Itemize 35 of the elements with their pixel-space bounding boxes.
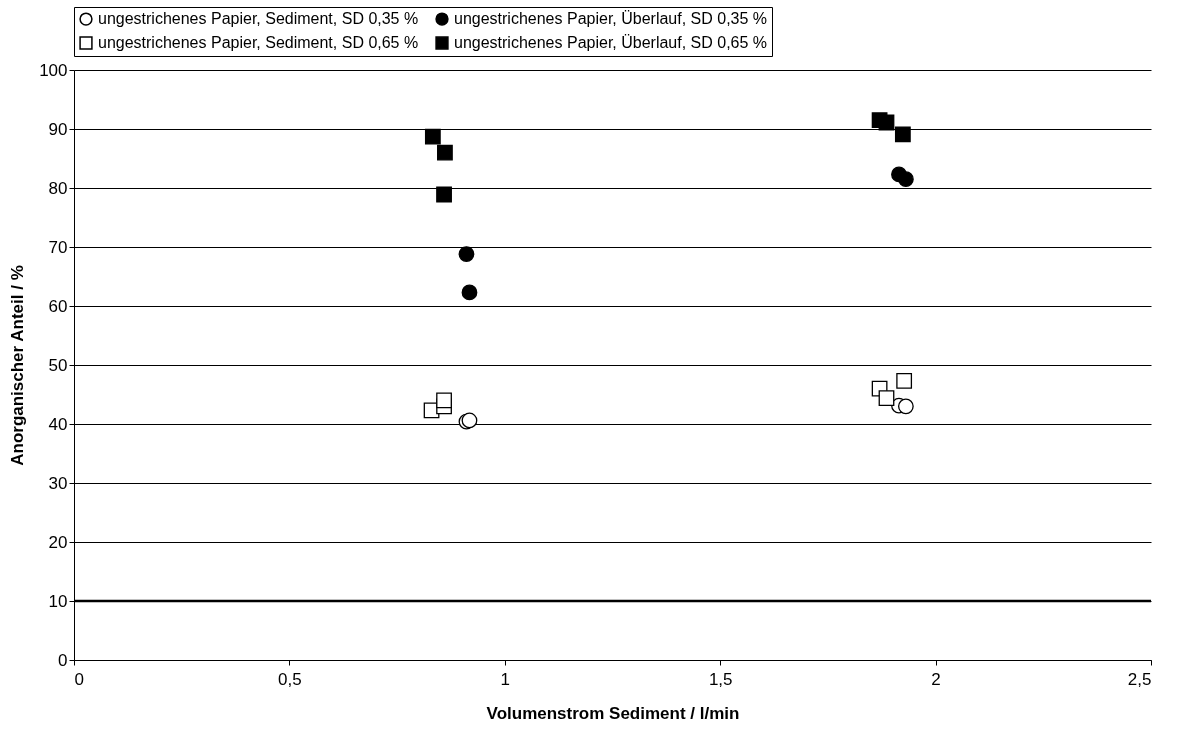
point bbox=[424, 128, 441, 145]
point bbox=[436, 186, 452, 203]
legend-label: ungestrichenes Papier, Sediment, SD 0,35 % bbox=[98, 10, 419, 28]
point bbox=[461, 284, 478, 301]
y-tick-label: 100 bbox=[39, 60, 68, 80]
y-axis-title: Anorganischer Anteil / % bbox=[8, 265, 28, 466]
point bbox=[897, 171, 914, 188]
y-tick-label: 60 bbox=[48, 296, 68, 316]
y-tick-label: 0 bbox=[58, 650, 68, 670]
point bbox=[436, 392, 452, 409]
point bbox=[897, 398, 914, 415]
legend-label: ungestrichenes Papier, Überlauf, SD 0,35 % bbox=[454, 10, 768, 28]
x-tick-label: 0 bbox=[74, 669, 84, 689]
y-tick-label: 10 bbox=[48, 591, 68, 611]
y-tick-label: 70 bbox=[48, 237, 68, 257]
point bbox=[458, 246, 475, 262]
point bbox=[878, 390, 895, 406]
y-tick-label: 90 bbox=[48, 119, 68, 139]
y-tick-label: 80 bbox=[48, 178, 68, 198]
point bbox=[878, 114, 895, 131]
y-tick-label: 30 bbox=[48, 473, 68, 493]
y-tick-label: 20 bbox=[48, 532, 68, 552]
x-tick-label: 1,5 bbox=[708, 669, 733, 689]
x-tick-label: 1 bbox=[500, 669, 511, 689]
y-tick-label: 50 bbox=[48, 355, 68, 375]
point bbox=[894, 126, 911, 143]
legend-label: ungestrichenes Papier, Sediment, SD 0,65 % bbox=[98, 34, 419, 51]
x-tick-label: 2 bbox=[931, 669, 941, 689]
legend-label: ungestrichenes Papier, Überlauf, SD 0,65 % bbox=[454, 34, 768, 51]
x-tick-label: 0,5 bbox=[278, 669, 302, 689]
y-tick-label: 40 bbox=[48, 414, 68, 434]
x-axis-title: Volumenstrom Sediment / l/min bbox=[486, 703, 740, 723]
point bbox=[896, 373, 913, 389]
point bbox=[437, 144, 453, 161]
x-tick-label: 2,5 bbox=[1127, 669, 1152, 689]
